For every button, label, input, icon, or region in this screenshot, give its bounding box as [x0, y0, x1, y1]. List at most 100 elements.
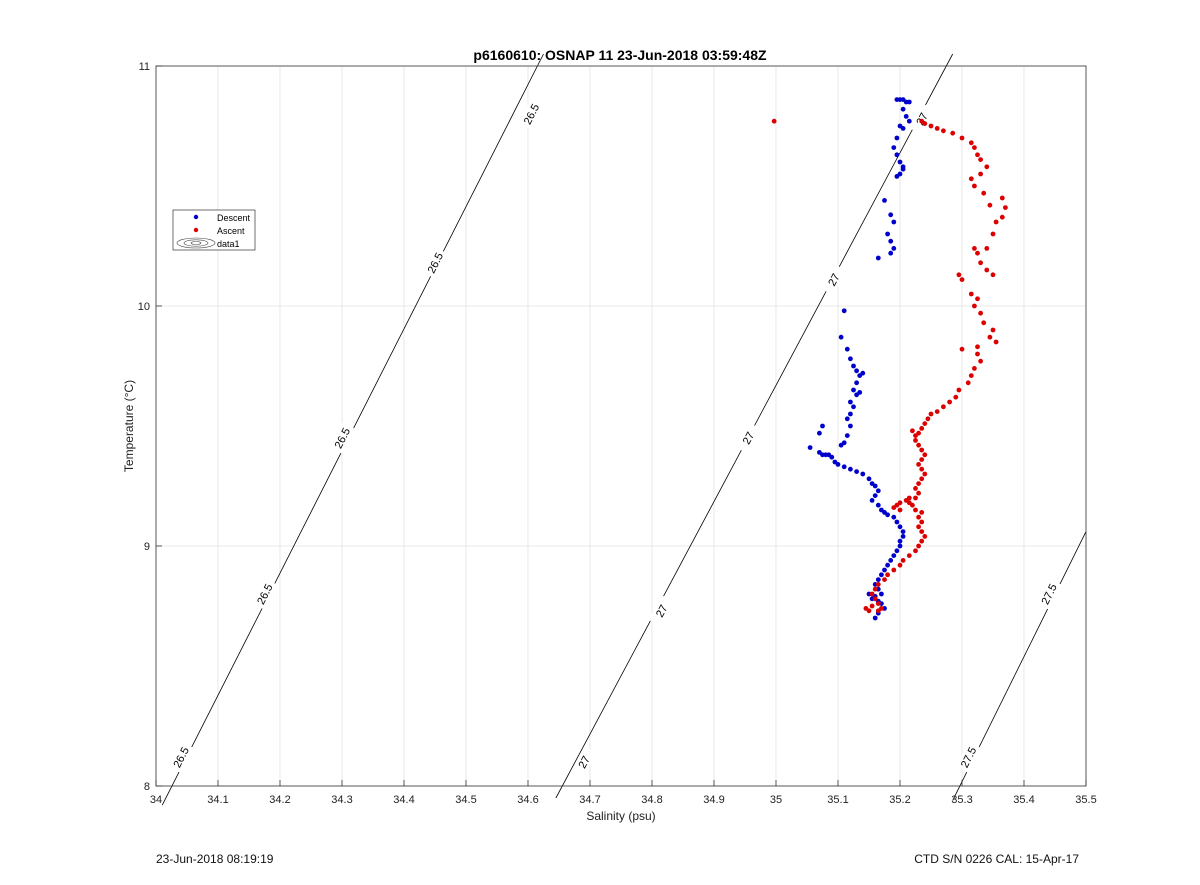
data-point-descent	[844, 346, 850, 352]
data-point-descent	[848, 356, 853, 362]
data-point-ascent	[919, 466, 925, 472]
y-axis-label: Temperature (°C)	[122, 380, 136, 472]
contour-label: 27	[820, 263, 847, 296]
data-point-ascent	[866, 608, 872, 614]
x-tick-label: 34.1	[207, 794, 228, 806]
data-point-ascent	[879, 606, 884, 611]
data-point-descent	[888, 250, 894, 256]
data-point-ascent	[999, 214, 1005, 220]
data-point-ascent	[978, 171, 983, 177]
chart-title: p6160610: OSNAP 11 23-Jun-2018 03:59:48Z	[473, 47, 767, 63]
data-point-ascent	[978, 358, 983, 364]
data-point-ascent	[882, 577, 887, 582]
data-point-ascent	[959, 277, 965, 282]
data-point-ascent	[968, 176, 974, 182]
data-series	[771, 97, 1008, 621]
x-tick-label: 35.3	[951, 794, 972, 806]
contour-label: 27	[648, 595, 675, 627]
data-point-ascent	[891, 505, 897, 510]
y-tick-label: 11	[139, 61, 150, 73]
x-tick-label: 34.8	[641, 794, 662, 806]
data-point-ascent	[916, 490, 921, 496]
data-point-ascent	[913, 433, 918, 438]
data-point-ascent	[972, 183, 977, 189]
data-point-ascent	[919, 447, 925, 453]
contour-label: 26.5	[518, 98, 544, 130]
data-point-descent	[817, 430, 822, 436]
data-point-ascent	[916, 543, 921, 549]
data-point-descent	[838, 334, 844, 340]
data-point-ascent	[897, 562, 903, 568]
data-point-ascent	[975, 250, 980, 256]
data-point-ascent	[922, 121, 928, 126]
plot-frame	[155, 65, 1087, 787]
data-point-ascent	[925, 416, 931, 422]
data-point-descent	[872, 483, 878, 489]
data-point-descent	[872, 493, 878, 498]
data-point-ascent	[934, 409, 940, 414]
data-point-ascent	[906, 495, 912, 501]
data-point-descent	[900, 534, 906, 539]
data-point-ascent	[975, 344, 980, 350]
contour-label-text: 27	[826, 272, 842, 288]
data-point-ascent	[965, 380, 971, 386]
data-point-descent	[894, 548, 900, 554]
data-point-ascent	[975, 152, 980, 158]
data-point-ascent	[990, 327, 996, 333]
data-point-ascent	[999, 195, 1005, 201]
contour-label: 27	[571, 746, 597, 778]
data-point-ascent	[900, 558, 906, 563]
data-point-ascent	[972, 145, 977, 151]
x-tick-label: 35.4	[1013, 794, 1034, 806]
x-tick-label: 34.3	[331, 794, 352, 806]
data-point-descent	[879, 591, 884, 597]
data-point-descent	[888, 212, 894, 218]
x-tick-label: 34	[150, 794, 162, 806]
data-point-descent	[841, 308, 847, 314]
data-point-ascent	[993, 219, 999, 225]
data-point-ascent	[919, 510, 925, 515]
data-point-descent	[891, 145, 897, 151]
contour-label: 27	[735, 422, 761, 454]
contour-label: 27.5	[955, 741, 981, 773]
grid	[155, 65, 1087, 787]
legend: Descent Ascent data1	[172, 209, 256, 251]
data-point-ascent	[919, 538, 925, 544]
x-tick-label: 34.9	[703, 794, 724, 806]
x-tick-label: 34.2	[269, 794, 290, 806]
footer-ctd-info: CTD S/N 0226 CAL: 15-Apr-17	[914, 852, 1079, 866]
data-point-ascent	[916, 524, 921, 530]
x-tick-label: 34.7	[579, 794, 600, 806]
x-tick-label: 35.1	[827, 794, 848, 806]
data-point-descent	[848, 423, 853, 429]
data-point-ascent	[913, 495, 918, 501]
data-point-descent	[835, 462, 841, 467]
data-point-descent	[891, 219, 897, 225]
data-point-descent	[841, 464, 847, 470]
x-tick-label: 35.5	[1075, 794, 1096, 806]
data-point-ascent	[922, 534, 928, 539]
data-point-ascent	[978, 157, 983, 163]
data-point-ascent	[975, 296, 980, 302]
legend-marker-ascent	[193, 227, 199, 233]
data-point-ascent	[910, 502, 915, 508]
footer-timestamp: 23-Jun-2018 08:19:19	[156, 852, 274, 866]
data-point-ascent	[922, 471, 928, 477]
y-tick-label: 8	[144, 781, 150, 793]
data-point-ascent	[916, 514, 921, 520]
data-point-descent	[885, 512, 890, 518]
data-point-ascent	[990, 272, 996, 278]
data-point-ascent	[959, 346, 965, 352]
data-point-ascent	[950, 130, 956, 136]
data-point-ascent	[906, 553, 912, 558]
data-point-ascent	[978, 310, 983, 316]
data-point-descent	[848, 399, 853, 405]
data-point-ascent	[919, 426, 925, 431]
data-point-descent	[851, 404, 856, 410]
data-point-descent	[820, 423, 825, 429]
data-point-descent	[848, 466, 853, 472]
data-point-descent	[906, 118, 912, 124]
data-point-ascent	[872, 586, 878, 592]
data-point-descent	[891, 553, 897, 558]
